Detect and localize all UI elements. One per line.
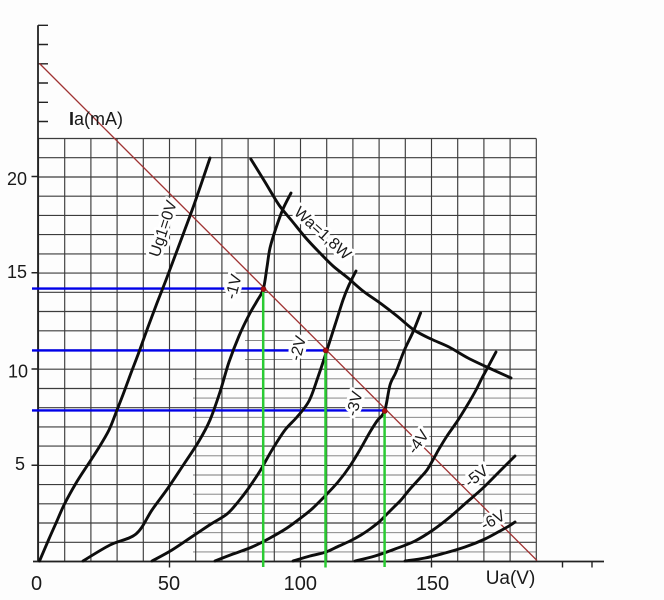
- svg-text:Ia(mA): Ia(mA): [69, 109, 123, 129]
- svg-text:10: 10: [8, 362, 28, 382]
- svg-text:150: 150: [416, 573, 449, 595]
- svg-text:15: 15: [7, 262, 27, 282]
- svg-text:100: 100: [284, 573, 317, 595]
- svg-text:5: 5: [15, 454, 25, 474]
- svg-text:Ua(V): Ua(V): [486, 568, 536, 589]
- svg-text:50: 50: [158, 573, 180, 595]
- svg-text:0: 0: [31, 573, 42, 595]
- svg-text:20: 20: [7, 169, 27, 189]
